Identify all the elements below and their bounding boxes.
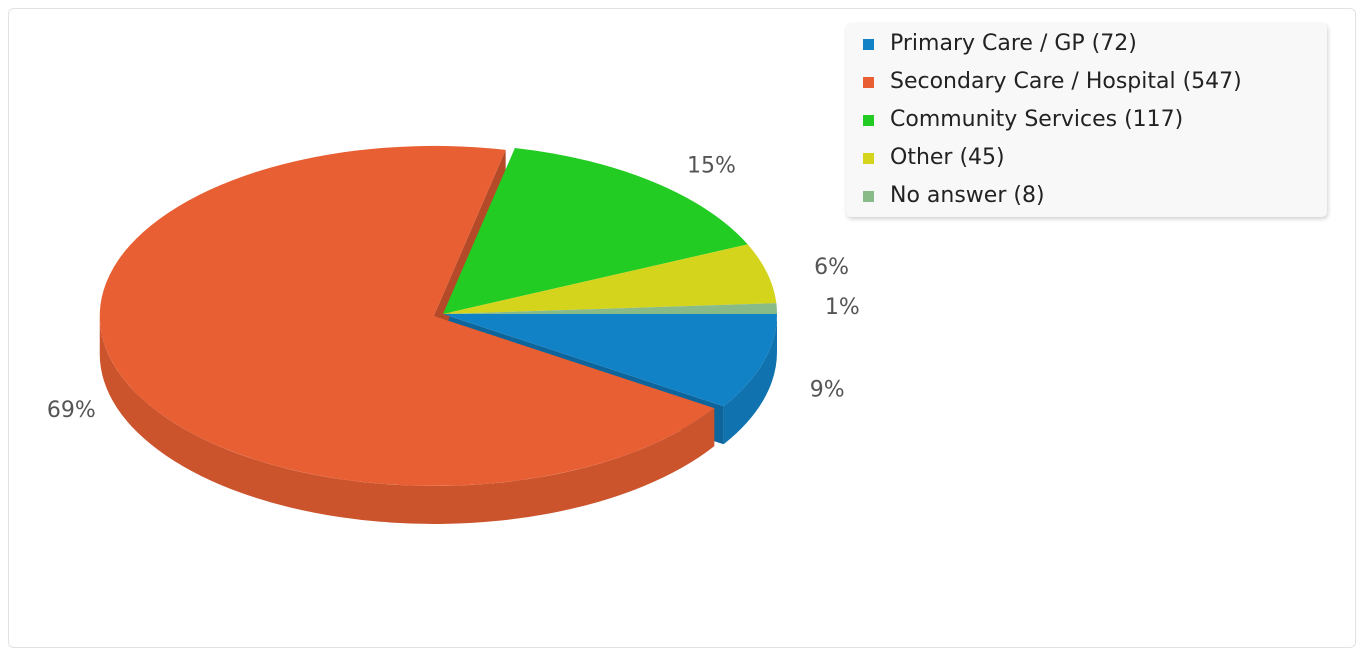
slice-side-primary-care-gp <box>723 314 777 445</box>
slice-community-services[interactable] <box>443 147 748 314</box>
legend-swatch <box>863 77 874 88</box>
slice-side-secondary-care-hospital <box>99 315 715 524</box>
legend-item-other[interactable]: Other (45) <box>846 141 1327 179</box>
slice-other[interactable] <box>443 244 777 314</box>
slice-secondary-care-hospital[interactable] <box>99 145 715 486</box>
pie-chart: 9% 69% 15% 6% 1% <box>47 145 860 524</box>
legend-swatch <box>863 115 874 126</box>
legend-swatch <box>863 191 874 202</box>
slice-primary-care-gp[interactable] <box>443 314 777 407</box>
legend-label: Primary Care / GP (72) <box>890 31 1137 56</box>
data-label-community-services: 15% <box>687 153 736 178</box>
legend-label: No answer (8) <box>890 183 1045 208</box>
legend-label: Community Services (117) <box>890 107 1184 132</box>
data-label-secondary-care-hospital: 69% <box>47 398 96 423</box>
legend-item-secondary-care[interactable]: Secondary Care / Hospital (547) <box>846 65 1327 103</box>
legend-label: Other (45) <box>890 145 1005 170</box>
data-label-other: 6% <box>814 255 849 280</box>
data-label-no-answer: 1% <box>825 295 860 320</box>
legend-item-no-answer[interactable]: No answer (8) <box>846 179 1327 217</box>
legend-swatch <box>863 39 874 50</box>
chart-legend: Primary Care / GP (72) Secondary Care / … <box>846 23 1327 217</box>
pie-labels: 9% 69% 15% 6% 1% <box>47 153 860 423</box>
data-label-primary-care-gp: 9% <box>810 378 845 403</box>
slice-no-answer[interactable] <box>443 303 777 314</box>
pie-tops <box>99 145 777 486</box>
legend-item-primary-care[interactable]: Primary Care / GP (72) <box>846 27 1327 65</box>
legend-item-community-services[interactable]: Community Services (117) <box>846 103 1327 141</box>
legend-swatch <box>863 153 874 164</box>
legend-label: Secondary Care / Hospital (547) <box>890 69 1242 94</box>
